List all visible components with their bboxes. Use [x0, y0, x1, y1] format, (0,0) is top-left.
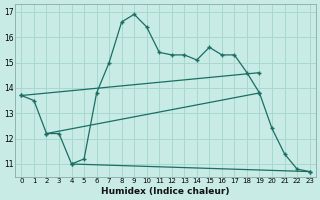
- X-axis label: Humidex (Indice chaleur): Humidex (Indice chaleur): [101, 187, 230, 196]
